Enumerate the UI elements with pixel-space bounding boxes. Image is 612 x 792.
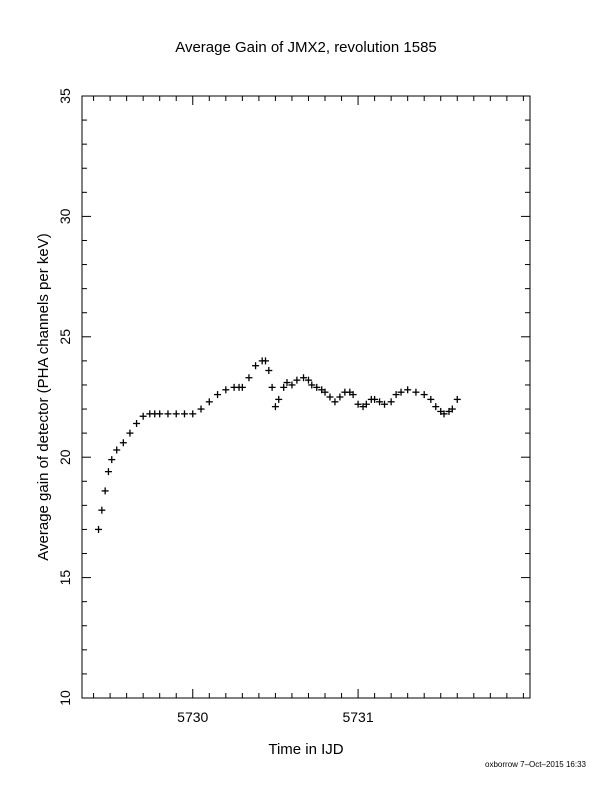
data-point [300, 374, 308, 382]
y-tick-label: 25 [57, 329, 73, 345]
x-tick-label: 5730 [177, 709, 208, 725]
data-point [108, 456, 116, 464]
data-point [271, 403, 279, 411]
data-point [197, 405, 205, 413]
data-point [404, 386, 412, 394]
data-point [362, 400, 370, 408]
y-axis-label: Average gain of detector (PHA channels p… [35, 233, 52, 560]
data-point [180, 410, 188, 418]
data-point [95, 525, 103, 533]
data-point [371, 395, 379, 403]
data-point [283, 379, 291, 387]
data-point [392, 391, 400, 399]
data-point [156, 410, 164, 418]
data-point [113, 446, 121, 454]
y-tick-label: 30 [57, 208, 73, 224]
data-point [104, 468, 112, 476]
data-point [304, 376, 312, 384]
plot-frame [81, 95, 531, 699]
data-point [427, 395, 435, 403]
tick-labels: 10 15 20 25 30 35 5730 5731 [57, 88, 374, 725]
data-point [448, 405, 456, 413]
data-point [336, 393, 344, 401]
y-tick-label: 20 [57, 449, 73, 465]
data-point [354, 400, 362, 408]
data-point [331, 398, 339, 406]
x-axis-label: Time in IJD [268, 741, 343, 758]
y-tick-label: 35 [57, 88, 73, 104]
axis-ticks [82, 95, 530, 699]
data-point [189, 410, 197, 418]
data-point [172, 410, 180, 418]
data-point [313, 383, 321, 391]
data-point [119, 439, 127, 447]
data-point [245, 374, 253, 382]
data-point [397, 388, 405, 396]
data-point [288, 381, 296, 389]
data-point [238, 383, 246, 391]
chart-title: Average Gain of JMX2, revolution 1585 [175, 39, 437, 56]
data-point [308, 381, 316, 389]
data-point [205, 398, 213, 406]
data-point [326, 393, 334, 401]
data-point [280, 383, 288, 391]
data-point [440, 410, 448, 418]
data-point [275, 395, 283, 403]
data-point [261, 357, 269, 365]
data-point [252, 362, 260, 370]
data-point [101, 487, 109, 495]
data-point [387, 398, 395, 406]
data-point [126, 429, 134, 437]
data-point [381, 400, 389, 408]
data-point [139, 412, 147, 420]
y-tick-label: 10 [57, 690, 73, 706]
data-point [321, 388, 329, 396]
data-points [95, 357, 461, 533]
footer-stamp: oxborrow 7–Oct–2015 16:33 [485, 760, 587, 769]
data-point [98, 506, 106, 514]
data-point [432, 403, 440, 411]
y-tick-label: 15 [57, 570, 73, 586]
data-point [214, 391, 222, 399]
data-point [412, 388, 420, 396]
data-point [164, 410, 172, 418]
data-point [268, 383, 276, 391]
data-point [133, 419, 141, 427]
x-tick-label: 5731 [342, 709, 373, 725]
data-point [453, 395, 461, 403]
data-point [349, 391, 357, 399]
data-point [222, 386, 230, 394]
data-point [293, 376, 301, 384]
data-point [376, 398, 384, 406]
data-point [420, 391, 428, 399]
data-point [265, 367, 273, 375]
